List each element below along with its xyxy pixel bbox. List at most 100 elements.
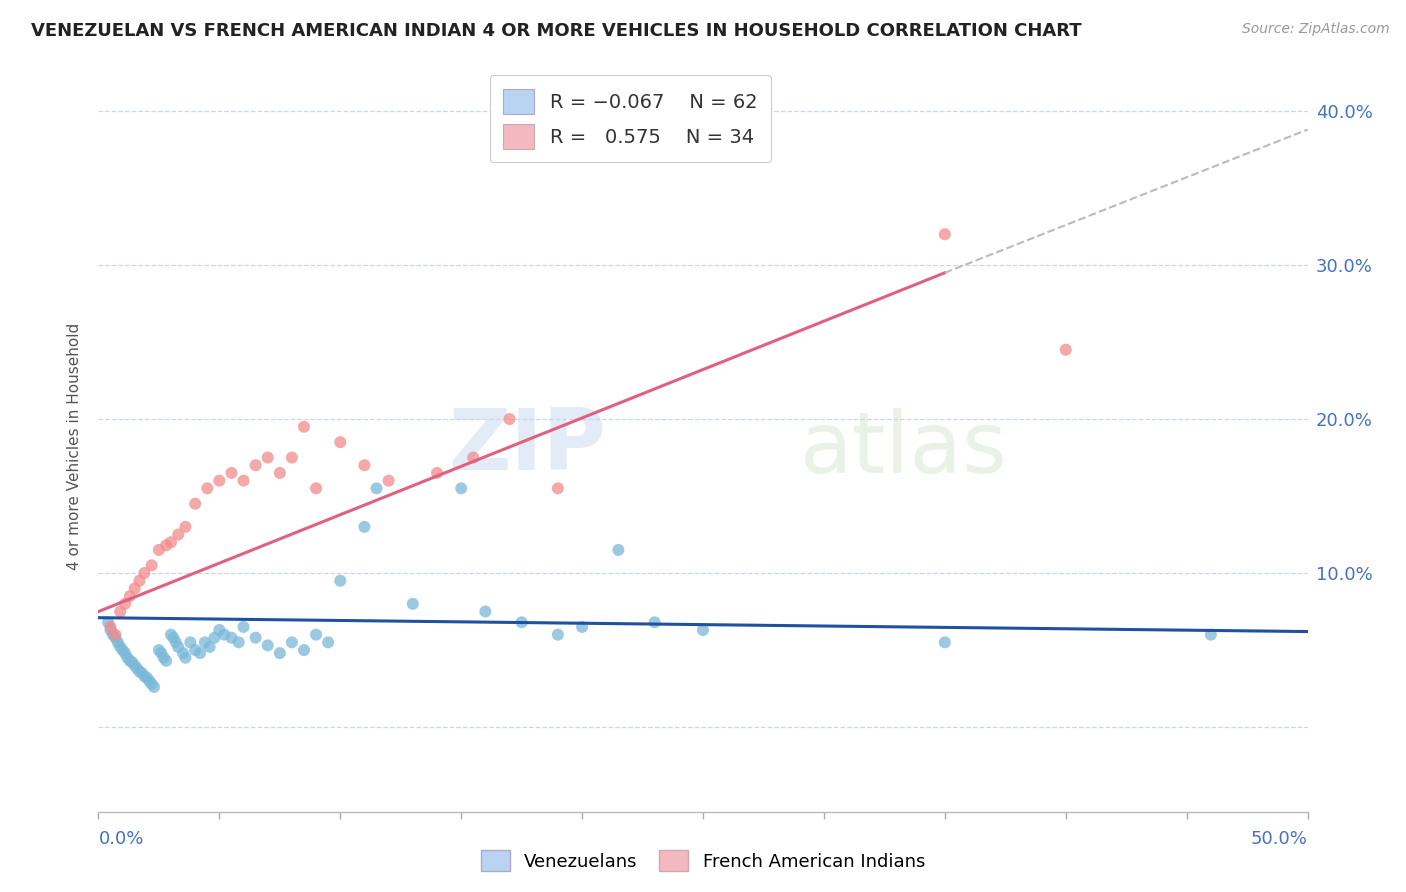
Point — [510, 615, 533, 630]
Point — [114, 597, 136, 611]
Point — [174, 650, 197, 665]
Point — [269, 646, 291, 660]
Legend: R = −0.067    N = 62, R =   0.575    N = 34: R = −0.067 N = 62, R = 0.575 N = 34 — [489, 75, 772, 162]
Point — [124, 658, 146, 673]
Point — [208, 623, 231, 637]
Point — [155, 538, 177, 552]
Point — [934, 227, 956, 242]
Point — [135, 671, 157, 685]
Point — [162, 631, 184, 645]
Point — [118, 654, 141, 668]
Point — [232, 474, 254, 488]
Point — [127, 661, 149, 675]
Point — [100, 620, 122, 634]
Point — [104, 631, 127, 645]
Point — [124, 582, 146, 596]
Point — [245, 458, 267, 473]
Point — [97, 615, 120, 630]
Point — [547, 627, 569, 641]
Point — [165, 635, 187, 649]
Point — [426, 466, 449, 480]
Point — [353, 458, 375, 473]
Point — [134, 566, 156, 580]
Point — [160, 627, 183, 641]
Point — [148, 643, 170, 657]
Point — [571, 620, 593, 634]
Point — [474, 605, 496, 619]
Point — [179, 635, 201, 649]
Point — [198, 640, 221, 654]
Point — [377, 474, 399, 488]
Point — [305, 481, 328, 495]
Point — [463, 450, 485, 465]
Point — [111, 643, 134, 657]
Point — [172, 646, 194, 660]
Point — [607, 543, 630, 558]
Point — [245, 631, 267, 645]
Point — [152, 650, 174, 665]
Text: atlas: atlas — [800, 409, 1008, 491]
Text: VENEZUELAN VS FRENCH AMERICAN INDIAN 4 OR MORE VEHICLES IN HOUSEHOLD CORRELATION: VENEZUELAN VS FRENCH AMERICAN INDIAN 4 O… — [31, 22, 1081, 40]
Point — [195, 481, 218, 495]
Point — [212, 627, 235, 641]
Text: 50.0%: 50.0% — [1251, 830, 1308, 848]
Point — [204, 631, 226, 645]
Point — [934, 635, 956, 649]
Point — [329, 574, 352, 588]
Point — [143, 680, 166, 694]
Y-axis label: 4 or more Vehicles in Household: 4 or more Vehicles in Household — [67, 322, 83, 570]
Point — [269, 466, 291, 480]
Point — [281, 635, 304, 649]
Point — [221, 631, 243, 645]
Point — [117, 650, 139, 665]
Point — [256, 450, 278, 465]
Point — [316, 635, 339, 649]
Point — [184, 643, 207, 657]
Legend: Venezuelans, French American Indians: Venezuelans, French American Indians — [474, 843, 932, 879]
Point — [281, 450, 304, 465]
Point — [329, 435, 352, 450]
Point — [692, 623, 714, 637]
Point — [232, 620, 254, 634]
Point — [107, 635, 129, 649]
Point — [174, 520, 197, 534]
Text: ZIP: ZIP — [449, 404, 606, 488]
Point — [256, 639, 278, 653]
Point — [167, 640, 190, 654]
Point — [114, 646, 136, 660]
Point — [644, 615, 666, 630]
Point — [150, 646, 173, 660]
Point — [184, 497, 207, 511]
Point — [1054, 343, 1077, 357]
Point — [108, 605, 131, 619]
Point — [160, 535, 183, 549]
Text: Source: ZipAtlas.com: Source: ZipAtlas.com — [1241, 22, 1389, 37]
Point — [131, 666, 153, 681]
Point — [547, 481, 569, 495]
Point — [353, 520, 375, 534]
Point — [148, 543, 170, 558]
Point — [108, 640, 131, 654]
Point — [104, 627, 127, 641]
Point — [228, 635, 250, 649]
Point — [292, 643, 315, 657]
Point — [498, 412, 520, 426]
Point — [118, 589, 141, 603]
Point — [100, 623, 122, 637]
Point — [194, 635, 217, 649]
Point — [134, 669, 156, 683]
Point — [128, 665, 150, 679]
Point — [292, 419, 315, 434]
Point — [188, 646, 211, 660]
Point — [208, 474, 231, 488]
Point — [101, 627, 124, 641]
Text: 0.0%: 0.0% — [98, 830, 143, 848]
Point — [121, 656, 143, 670]
Point — [141, 558, 163, 573]
Point — [141, 677, 163, 691]
Point — [450, 481, 472, 495]
Point — [305, 627, 328, 641]
Point — [366, 481, 388, 495]
Point — [128, 574, 150, 588]
Point — [221, 466, 243, 480]
